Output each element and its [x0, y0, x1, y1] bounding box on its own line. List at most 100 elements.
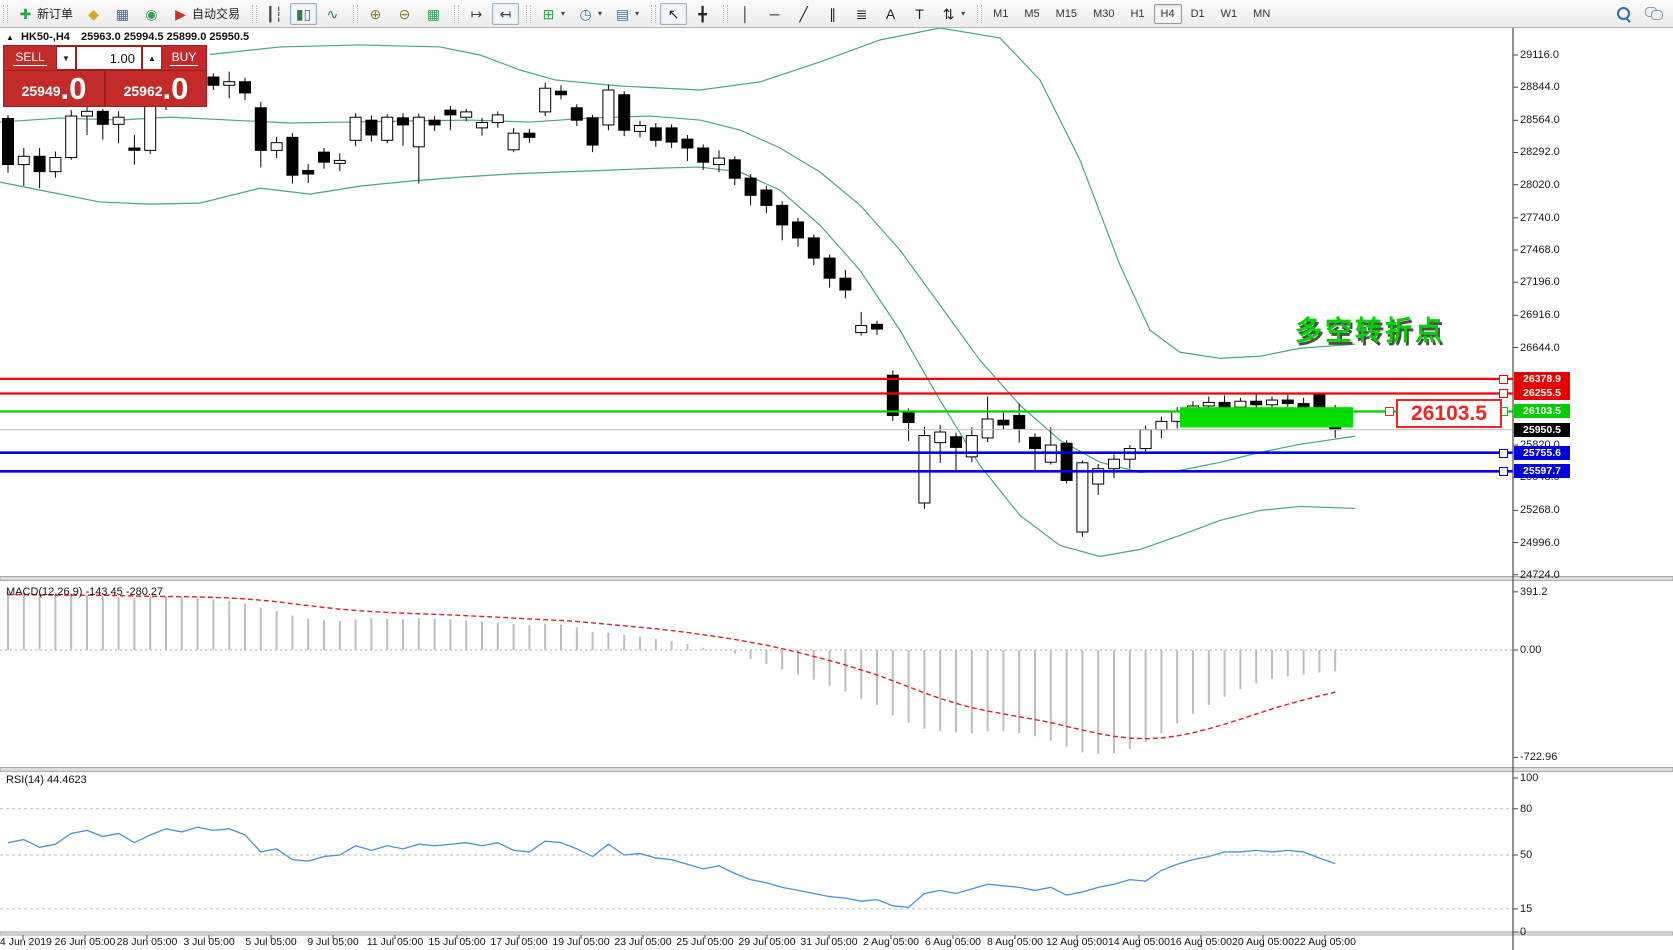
collapse-panel-icon[interactable]: ▲ [6, 33, 14, 42]
candle-bull [144, 103, 157, 151]
time-axis-label: 19 Jul 05:00 [552, 936, 610, 948]
sell-button[interactable]: SELL [4, 46, 56, 70]
volume-decrease-button[interactable]: ▼ [56, 46, 76, 70]
time-axis-label: 14 Aug 05:00 [1108, 936, 1170, 948]
channel-tool-button[interactable]: ∥ [819, 3, 846, 25]
panel-separator [0, 767, 1673, 772]
arrows-tool-dropdown-icon[interactable]: ▾ [961, 9, 966, 18]
candle-bull [1076, 462, 1089, 533]
candle-bear [254, 107, 267, 151]
line-anchor[interactable] [1499, 374, 1508, 384]
periods-icon: ◷ [579, 5, 592, 22]
label-anchor[interactable] [1385, 407, 1394, 417]
fibonacci-tool-button[interactable]: ≣ [848, 3, 875, 25]
buy-price[interactable]: 25962 .0 [123, 71, 189, 106]
profiles-button[interactable]: ▦ [109, 3, 136, 25]
support-zone-rect [1180, 407, 1353, 428]
indicators-list-button[interactable]: ⊞ ▾ [535, 3, 570, 25]
level-price-label[interactable]: 26103.5 [1396, 399, 1502, 428]
horizontal-line-tool-button[interactable]: ─ [761, 3, 788, 25]
text-tool-button[interactable]: A [877, 3, 904, 25]
timeframe-d1-button[interactable]: D1 [1190, 7, 1205, 20]
price-tick-label: 29116.0 [1520, 48, 1559, 61]
text-label-tool-button[interactable]: T [906, 3, 933, 25]
bollinger-upper-band [209, 27, 1356, 359]
line-anchor[interactable] [1499, 467, 1508, 477]
volume-increase-button[interactable]: ▲ [142, 46, 162, 70]
timeframe-h4-button[interactable]: H4 [1153, 3, 1182, 24]
candle-bull [412, 116, 425, 148]
zoom-out-button[interactable]: ⊖ [391, 3, 418, 25]
buy-button[interactable]: BUY [162, 46, 206, 70]
profiles-icon: ▦ [115, 5, 130, 22]
candle-bull [855, 325, 868, 334]
candle-bull [981, 418, 994, 439]
timeframe-m15-button[interactable]: M15 [1055, 7, 1078, 20]
line-anchor[interactable] [1499, 448, 1508, 458]
sell-price[interactable]: 25949 .0 [4, 71, 106, 106]
new-order-button[interactable]: ✚ 新订单 [12, 2, 78, 25]
time-axis-label: 26 Jun 05:00 [54, 936, 116, 948]
rsi-axis-label: 15 [1520, 902, 1533, 915]
zoom-in-button[interactable]: ⊕ [362, 3, 389, 25]
auto-scroll-icon: ↦ [470, 5, 483, 22]
timeframe-m5-button[interactable]: M5 [1024, 7, 1040, 20]
indicators-list-dropdown-icon[interactable]: ▾ [561, 9, 566, 18]
timeframe-w1-button[interactable]: W1 [1220, 7, 1238, 20]
cursor-tool-button[interactable]: ↖ [660, 2, 688, 25]
candle-bear [697, 147, 710, 163]
candle-bear [902, 411, 915, 424]
sound-alert-button[interactable]: ◉ [138, 3, 165, 25]
candle-bull [1108, 458, 1120, 470]
line-anchor[interactable] [1499, 389, 1508, 399]
rsi-axis-label: 80 [1520, 802, 1533, 815]
autotrading-button[interactable]: ▶ 自动交易 [167, 2, 245, 25]
candle-chart-mode-button[interactable]: ▮▯ [290, 2, 318, 25]
price-tick-label: 28020.0 [1520, 178, 1560, 191]
candle-bull [1266, 399, 1278, 406]
price-tick-label: 28564.0 [1520, 114, 1560, 127]
templates-dropdown-icon[interactable]: ▾ [635, 9, 640, 18]
candle-bull [1092, 468, 1105, 485]
panel-separator [0, 931, 1673, 936]
price-tick-label: 24724.0 [1520, 568, 1560, 581]
candle-bear [1013, 414, 1026, 429]
tile-windows-button[interactable]: ▦ [420, 3, 447, 25]
tile-windows-icon: ▦ [426, 5, 441, 22]
time-axis-label: 3 Jul 05:00 [183, 936, 235, 948]
search-icon[interactable] [1616, 6, 1631, 23]
volume-input[interactable] [76, 46, 142, 70]
candle-bear [807, 237, 820, 259]
candle-bear [239, 81, 251, 94]
time-axis-label: 28 Jun 05:00 [116, 936, 178, 948]
trendline-tool-button[interactable]: ╱ [790, 3, 817, 25]
toolbar-group: │ ─ ╱ ∥ ≣ A T ⇅ ▾ [720, 0, 974, 27]
time-axis-label: 31 Jul 05:00 [800, 936, 858, 948]
templates-button[interactable]: ▤ ▾ [609, 3, 644, 25]
arrows-tool-button[interactable]: ⇅ ▾ [935, 3, 970, 25]
candle-bull [333, 159, 346, 164]
turning-point-annotation[interactable]: 多空转折点 [1295, 316, 1445, 346]
toolbar-group: ↖ ╋ [648, 0, 720, 27]
chat-icon[interactable] [1645, 7, 1663, 20]
time-axis-label: 25 Jul 05:00 [676, 936, 734, 948]
time-axis-label: 12 Aug 05:00 [1046, 936, 1108, 948]
timeframe-m30-button[interactable]: M30 [1093, 7, 1115, 20]
candle-bear [871, 323, 883, 330]
periods-dropdown-icon[interactable]: ▾ [598, 9, 603, 18]
candle-bear [1313, 393, 1326, 409]
timeframe-h1-button[interactable]: H1 [1130, 7, 1145, 20]
line-chart-mode-icon: ∿ [326, 5, 339, 22]
eraser-button[interactable]: ◆ [80, 3, 107, 25]
bar-chart-mode-button[interactable]: ┃┆ [261, 3, 288, 25]
timeframe-m1-button[interactable]: M1 [993, 7, 1009, 20]
crosshair-tool-button[interactable]: ╋ [689, 3, 716, 25]
chart-shift-button[interactable]: ↤ [492, 2, 520, 25]
auto-scroll-button[interactable]: ↦ [463, 3, 490, 25]
line-chart-mode-button[interactable]: ∿ [319, 3, 346, 25]
periods-button[interactable]: ◷ ▾ [572, 3, 607, 25]
symbol-period-label: HK50-,H4 [20, 31, 70, 43]
vertical-line-tool-button[interactable]: │ [732, 3, 759, 25]
timeframe-mn-button[interactable]: MN [1253, 7, 1271, 20]
